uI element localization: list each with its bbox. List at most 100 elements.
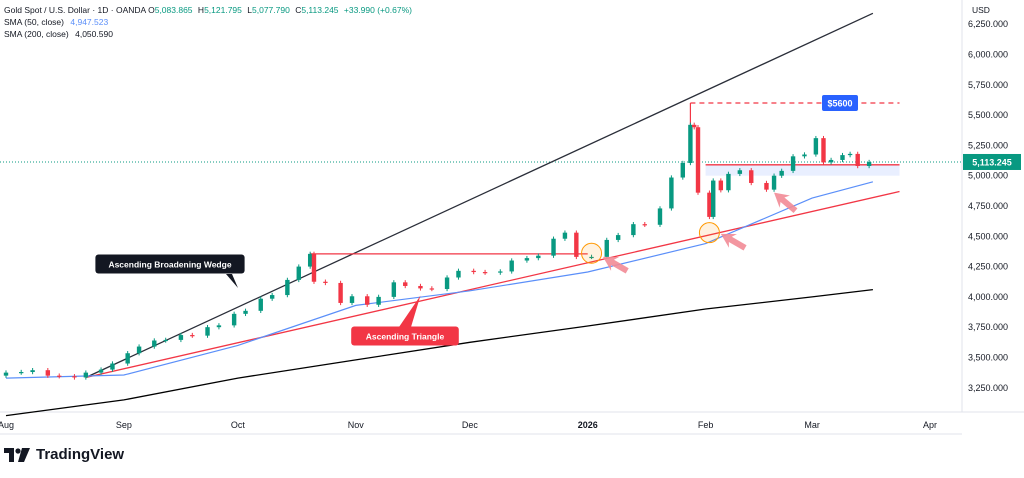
candle-body [243, 310, 248, 314]
candle-body [631, 224, 636, 236]
support-arrow [602, 256, 629, 274]
candle-body [205, 327, 210, 336]
current-price-tag-text: 5,113.245 [972, 157, 1012, 167]
ascending-trend-line [85, 190, 900, 379]
y-tick-label: 5,000.000 [968, 171, 1008, 181]
candle-body [688, 124, 693, 163]
candle-body [190, 335, 195, 337]
candle-body [429, 288, 435, 290]
tradingview-brand[interactable]: TradingView [4, 446, 124, 463]
candle-body [779, 170, 784, 176]
y-tick-label: 3,250.000 [968, 383, 1008, 393]
candle-body [482, 272, 488, 274]
candle-body [707, 192, 712, 217]
open-label: O [148, 5, 155, 15]
wedge-label-text: Ascending Broadening Wedge [108, 260, 231, 270]
wedge-label: Ascending Broadening Wedge [95, 254, 245, 274]
support-arrow-shape [720, 233, 747, 251]
y-tick-label: 5,750.000 [968, 80, 1008, 90]
y-tick-label: 4,500.000 [968, 231, 1008, 241]
candle-body [216, 325, 222, 328]
low-label: L [247, 5, 252, 15]
moving-averages [5, 181, 874, 417]
candle-body [604, 239, 609, 257]
low-value: 5,077.790 [252, 5, 290, 15]
currency-label[interactable]: USD [972, 5, 990, 15]
candle-body [718, 180, 724, 191]
consolidation-zone [705, 164, 900, 176]
candle-body [163, 339, 168, 342]
candle-body [98, 369, 104, 373]
candle-body [749, 170, 754, 183]
candle-body [403, 282, 408, 286]
y-tick-label: 3,750.000 [968, 322, 1008, 332]
y-tick-label: 4,250.000 [968, 262, 1008, 272]
candle-body [376, 296, 381, 305]
candle-body [574, 232, 579, 257]
candle-body [524, 258, 530, 261]
price-axis[interactable]: 6,250.000 6,000.000 5,750.000 5,500.000 5,25… [968, 19, 1008, 393]
candle-body [418, 285, 423, 289]
wedge-label-box [95, 254, 245, 274]
sma50-row[interactable]: SMA (50, close) 4,947.523 [4, 16, 412, 28]
candle-body [695, 127, 701, 193]
retest-circle [581, 242, 603, 264]
annotation-labels: Ascending Broadening Wedge Ascending Tria… [95, 95, 1021, 346]
candle-body [125, 353, 130, 364]
candle-body [509, 260, 514, 272]
x-tick-label: 2026 [578, 420, 598, 430]
tradingview-logo-icon [4, 447, 30, 462]
candle-body [821, 138, 826, 163]
change-value: +33.990 (+0.67%) [343, 5, 412, 15]
candle-body [813, 138, 819, 155]
candle-body [669, 177, 674, 209]
candle-body [866, 162, 872, 167]
candle-body [349, 296, 355, 303]
candle-body [83, 372, 89, 378]
candles [3, 122, 872, 380]
x-tick-label: Feb [698, 420, 714, 430]
target-tag-text: $5600 [827, 99, 852, 109]
support-arrow [774, 192, 798, 213]
current-price-tag: 5,113.245 [963, 153, 1021, 170]
high-label: H [197, 5, 205, 15]
sma200-value: 4,050.590 [75, 29, 113, 39]
candle-body [471, 270, 476, 273]
candle-body [711, 180, 716, 217]
triangle-label-box [351, 326, 459, 346]
support-arrow-shape [602, 256, 629, 274]
candle-body [828, 159, 834, 163]
symbol-label: Gold Spot / U.S. Dollar · 1D · OANDA [4, 5, 146, 15]
candle-body [338, 282, 343, 303]
candle-body [657, 208, 663, 225]
candle-body [307, 253, 313, 267]
candle-body [840, 155, 845, 160]
sma200-label: SMA (200, close) [4, 29, 69, 39]
x-tick-label: Sep [116, 420, 132, 430]
broadening-wedge-upper-line [85, 12, 874, 379]
sma50-line [5, 181, 874, 379]
x-tick-label: Dec [462, 420, 479, 430]
candle-body [562, 232, 568, 239]
candle-body [231, 313, 237, 326]
sma50-label: SMA (50, close) [4, 17, 64, 27]
y-tick-label: 6,250.000 [968, 19, 1008, 29]
candle-body [802, 154, 807, 157]
candle-body [152, 340, 157, 347]
sma200-line [5, 288, 873, 417]
candle-body [110, 363, 115, 370]
sma200-row[interactable]: SMA (200, close) 4,050.590 [4, 28, 412, 40]
candle-body [178, 335, 184, 340]
candle-body [726, 173, 731, 191]
wedge-label-pointer [226, 274, 238, 288]
candle-body [790, 156, 796, 171]
triangle-label-text: Ascending Triangle [366, 332, 445, 342]
candle-body [536, 255, 541, 259]
time-axis[interactable]: Aug Sep Oct Nov Dec 2026 Feb Mar Apr [0, 420, 937, 430]
x-tick-label: Aug [0, 420, 14, 430]
candle-body [311, 253, 317, 282]
candle-body [680, 162, 686, 178]
candle-body [764, 182, 769, 190]
candle-body [45, 370, 51, 376]
